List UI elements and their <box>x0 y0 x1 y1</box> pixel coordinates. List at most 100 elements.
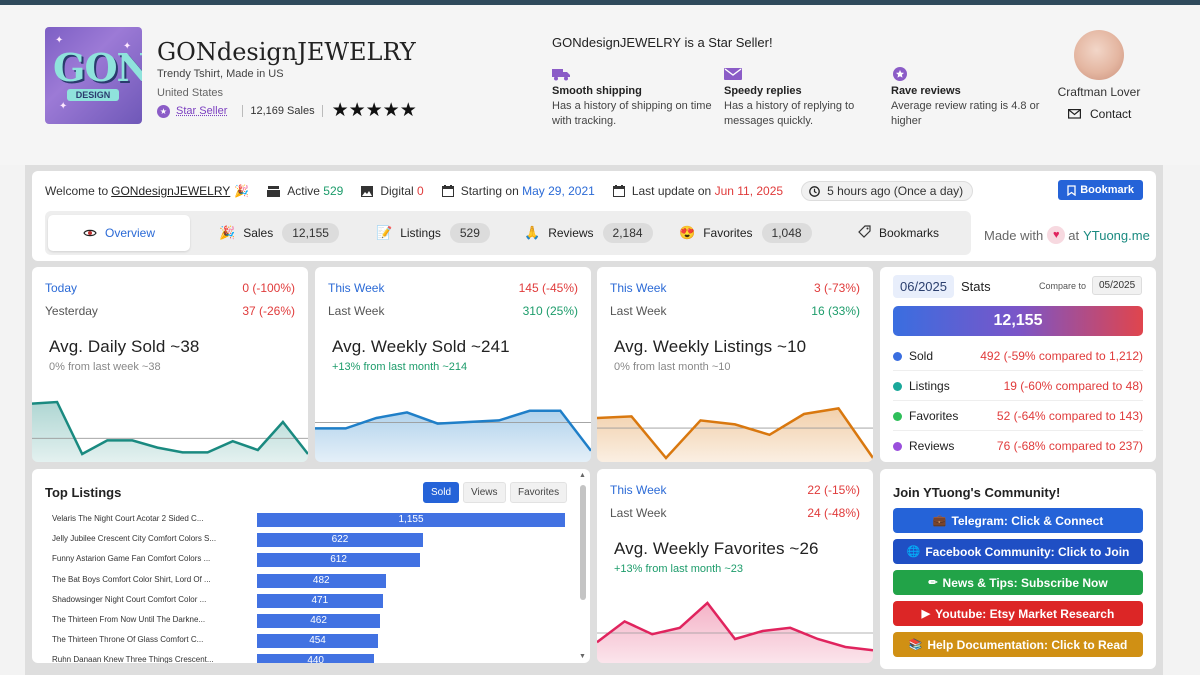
tab-label: Listings <box>400 226 441 240</box>
card-daily-sold: Today 0 (-100%) Yesterday 37 (-26%) Avg.… <box>32 267 308 462</box>
card-weekly-sold: This Week 145 (-45%) Last Week 310 (25%)… <box>315 267 591 462</box>
card-subtitle: 0% from last week ~38 <box>49 361 161 373</box>
listing-row[interactable]: Funny Astarion Game Fan Comfort Colors .… <box>52 553 572 568</box>
sparkline-line <box>597 407 873 460</box>
divider <box>321 105 323 117</box>
row-value: 22 (-15%) <box>807 483 860 497</box>
tab-favorites[interactable]: 😍 Favorites 1,048 <box>679 215 812 251</box>
month-selector[interactable]: 06/2025 <box>893 275 954 298</box>
row-label: Last Week <box>328 304 385 318</box>
perk-smooth-shipping: Smooth shipping Has a history of shippin… <box>552 67 712 129</box>
youtube-button[interactable]: ▶ Youtube: Etsy Market Research <box>893 601 1143 626</box>
listing-row[interactable]: Velaris The Night Court Acotar 2 Sided C… <box>52 513 572 527</box>
stats-label: Stats <box>961 279 991 294</box>
digital-count: Digital 0 <box>361 184 424 198</box>
listing-row[interactable]: Shadowsinger Night Court Comfort Color .… <box>52 593 572 608</box>
listing-bar: 622 <box>257 533 423 548</box>
listing-row[interactable]: Jelly Jubilee Crescent City Comfort Colo… <box>52 533 572 548</box>
listing-bar: 440 <box>257 654 375 663</box>
shop-location: United States <box>157 87 224 99</box>
listing-bar: 482 <box>257 573 386 588</box>
bookmark-button[interactable]: Bookmark <box>1058 180 1143 200</box>
divider <box>242 105 244 117</box>
filter-views-button[interactable]: Views <box>463 482 506 503</box>
start-label: Starting on <box>460 184 519 198</box>
listing-row[interactable]: Ruhn Danaan Knew Three Things Crescent..… <box>52 654 572 663</box>
shop-icon <box>267 185 281 197</box>
perk-desc: Has a history of replying to messages qu… <box>724 100 855 127</box>
scrollbar-thumb[interactable] <box>580 485 586 600</box>
listing-bar: 471 <box>257 593 383 608</box>
stat-row-favorites: Favorites 52 (-64% compared to 143) <box>893 409 1143 423</box>
bookmark-label: Bookmark <box>1080 184 1134 196</box>
sparkline-line <box>32 400 308 456</box>
scrollbar[interactable]: ▲ ▼ <box>579 472 586 661</box>
refresh-text: 5 hours ago (Once a day) <box>827 184 964 198</box>
card-row-last-week: Last Week 16 (33%) <box>610 304 860 318</box>
welcome-text: Welcome to GONdesignJEWELRY 🎉 <box>45 184 249 198</box>
active-count: Active 529 <box>267 184 343 198</box>
perk-speedy-replies: Speedy replies Has a history of replying… <box>724 67 884 129</box>
dot-icon <box>893 351 902 361</box>
filter-favorites-button[interactable]: Favorites <box>510 482 568 503</box>
image-icon <box>361 185 374 197</box>
dot-icon <box>893 411 902 421</box>
compare-label: Compare to <box>1039 281 1087 291</box>
scroll-down-icon[interactable]: ▼ <box>579 653 586 660</box>
scroll-up-icon[interactable]: ▲ <box>579 472 586 479</box>
shop-header: ✦ ✦ ✦ GON DESIGN GONdesignJEWELRY Trendy… <box>0 5 1200 165</box>
start-date: Starting on May 29, 2021 <box>441 184 595 198</box>
card-monthly-stats: 06/2025 Stats Compare to 05/2025 12,155 … <box>880 267 1156 462</box>
listing-row[interactable]: The Bat Boys Comfort Color Shirt, Lord O… <box>52 573 572 588</box>
star-seller-icon: ★ <box>157 104 170 118</box>
truck-icon <box>552 69 570 81</box>
tab-label: Sales <box>243 226 274 240</box>
tab-reviews[interactable]: 🙏 Reviews 2,184 <box>524 215 653 251</box>
books-icon: 📚 <box>908 639 923 651</box>
listing-row[interactable]: The Thirteen Throne Of Glass Comfort C..… <box>52 634 572 649</box>
compare-month-selector[interactable]: 05/2025 <box>1092 276 1143 295</box>
hands-icon: 🙏 <box>524 225 541 240</box>
pencil-icon: ✏ <box>928 577 938 589</box>
button-label: Help Documentation: Click to Read <box>927 637 1128 652</box>
card-row-today: Today 0 (-100%) <box>45 281 295 295</box>
listing-bar: 462 <box>257 614 381 628</box>
listing-row[interactable]: The Thirteen From Now Until The Darkne..… <box>52 614 572 628</box>
listing-name: The Thirteen Throne Of Glass Comfort C..… <box>52 635 204 645</box>
stat-row-sold: Sold 492 (-59% compared to 1,212) <box>893 349 1143 363</box>
sparkline-weekly-listings <box>597 407 873 462</box>
newsletter-button[interactable]: ✏ News & Tips: Subscribe Now <box>893 570 1143 595</box>
row-value: 145 (-45%) <box>518 281 578 295</box>
facebook-button[interactable]: 🌐 Facebook Community: Click to Join <box>893 539 1143 564</box>
card-title: Avg. Weekly Favorites ~26 <box>614 539 819 558</box>
card-community: Join YTuong's Community! 💼 Telegram: Cli… <box>880 469 1156 669</box>
owner-avatar[interactable] <box>1074 30 1124 80</box>
star-badge-icon <box>893 67 907 81</box>
tab-bookmarks[interactable]: Bookmarks <box>858 215 939 251</box>
tab-listings[interactable]: 📝 Listings 529 <box>376 215 490 251</box>
stat-value: 52 (-64% compared to 143) <box>996 409 1143 423</box>
tab-count: 12,155 <box>282 223 339 243</box>
filter-sold-button[interactable]: Sold <box>423 482 460 503</box>
envelope-icon <box>724 68 742 80</box>
card-title: Avg. Daily Sold ~38 <box>49 337 200 356</box>
star-seller-link[interactable]: Star Seller <box>176 105 228 117</box>
ytuong-link[interactable]: YTuong.me <box>1083 227 1150 243</box>
rating-stars: ★★★★★ <box>331 100 417 121</box>
globe-icon: 🌐 <box>906 546 921 558</box>
welcome-shop-link[interactable]: GONdesignJEWELRY <box>111 184 231 198</box>
docs-button[interactable]: 📚 Help Documentation: Click to Read <box>893 632 1143 657</box>
tab-overview[interactable]: Overview <box>48 215 190 251</box>
welcome-row: Welcome to GONdesignJEWELRY 🎉 Active 529… <box>45 180 1143 201</box>
sparkline-area <box>315 410 591 462</box>
contact-button[interactable]: Contact <box>1068 107 1131 121</box>
welcome-card: Welcome to GONdesignJEWELRY 🎉 Active 529… <box>32 171 1156 261</box>
stat-value: 19 (-60% compared to 48) <box>1003 379 1143 393</box>
clock-icon <box>809 185 820 197</box>
stat-name: Favorites <box>909 409 959 423</box>
tab-sales[interactable]: 🎉 Sales 12,155 <box>219 215 339 251</box>
telegram-button[interactable]: 💼 Telegram: Click & Connect <box>893 508 1143 533</box>
listing-name: Ruhn Danaan Knew Three Things Crescent..… <box>52 655 214 663</box>
stat-value: 76 (-68% compared to 237) <box>996 439 1143 453</box>
card-row-this-week: This Week 22 (-15%) <box>610 483 860 497</box>
